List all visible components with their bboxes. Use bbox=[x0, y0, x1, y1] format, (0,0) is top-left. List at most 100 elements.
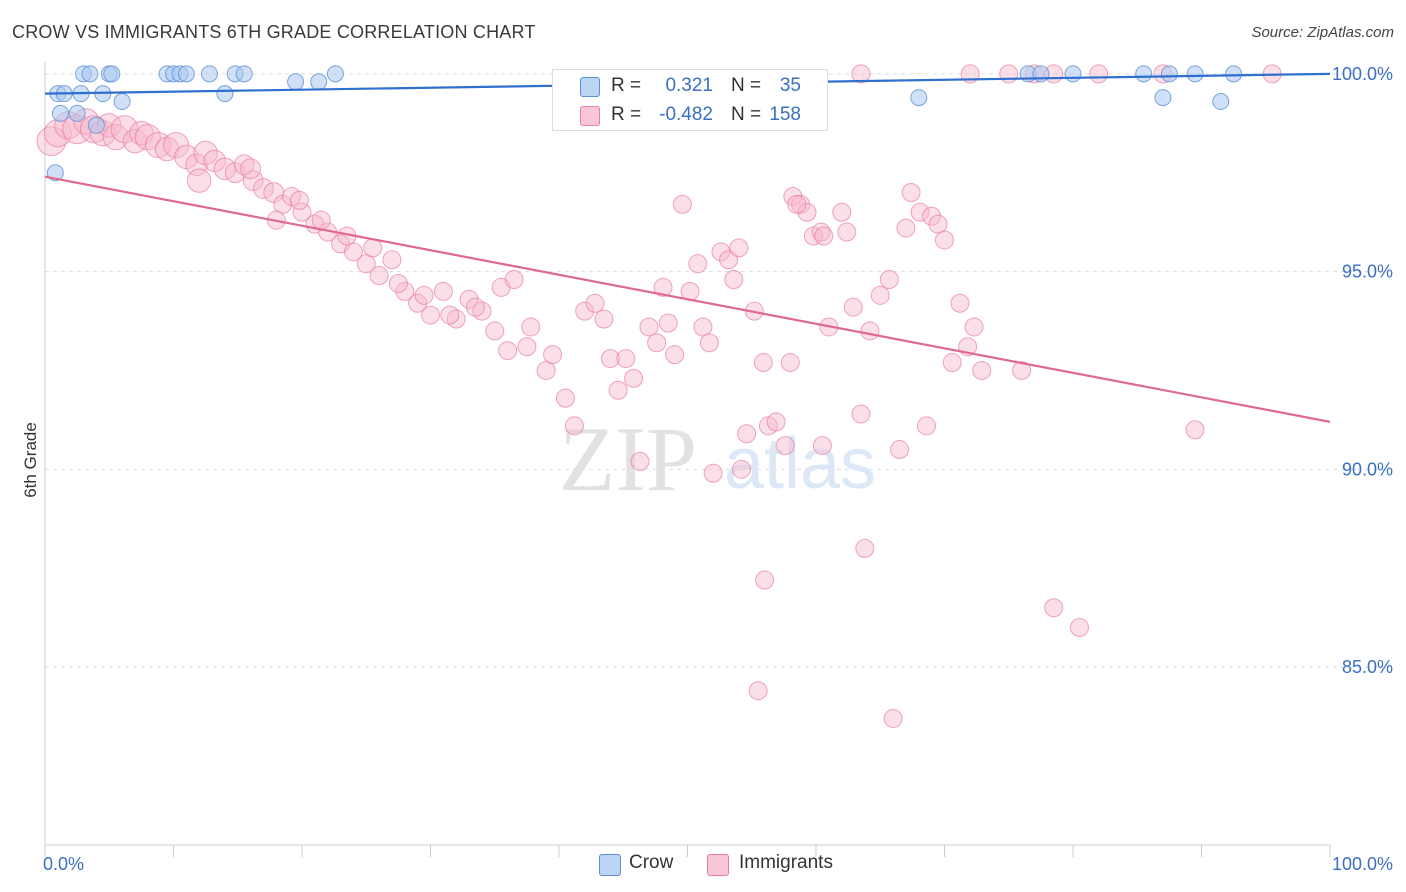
immigrants-n-value: 158 bbox=[769, 104, 801, 125]
immigrants-point bbox=[639, 317, 659, 337]
crow-point bbox=[216, 85, 234, 103]
immigrants-legend-label: Immigrants bbox=[739, 852, 833, 873]
immigrants-point bbox=[1069, 618, 1089, 637]
crow-point bbox=[910, 89, 928, 107]
immigrants-point bbox=[711, 242, 731, 262]
immigrants-point bbox=[910, 202, 930, 222]
immigrants-point bbox=[608, 380, 628, 400]
immigrants-n-label: N = bbox=[731, 104, 762, 125]
immigrants-point bbox=[485, 321, 505, 341]
immigrants-point bbox=[1089, 64, 1109, 84]
immigrants-point bbox=[1044, 598, 1064, 618]
crow-point bbox=[235, 65, 253, 83]
crow-point bbox=[51, 104, 69, 122]
crow-point bbox=[1154, 89, 1172, 107]
crow-point bbox=[46, 164, 64, 182]
crow-point bbox=[200, 65, 218, 83]
immigrants-r-label: R = bbox=[611, 104, 642, 125]
immigrants-point bbox=[855, 538, 875, 558]
immigrants-point bbox=[896, 218, 916, 238]
immigrants-point bbox=[102, 124, 129, 151]
legend-row-crow: R = 0.321 N = 35 bbox=[553, 72, 827, 100]
crow-point bbox=[68, 104, 86, 122]
immigrants-point bbox=[797, 202, 817, 222]
immigrants-point bbox=[688, 254, 708, 274]
crow-point bbox=[326, 65, 344, 83]
immigrants-point bbox=[653, 277, 673, 297]
x-tick-label-end: 100.0% bbox=[1332, 854, 1393, 874]
y-tick-label: 90.0% bbox=[1342, 459, 1393, 479]
immigrants-point bbox=[658, 313, 678, 333]
immigrants-point bbox=[870, 285, 890, 305]
y-tick-label: 85.0% bbox=[1342, 657, 1393, 677]
immigrants-point bbox=[748, 681, 768, 701]
watermark-zip: ZIP bbox=[559, 408, 697, 510]
immigrants-point bbox=[901, 183, 921, 202]
immigrants-point bbox=[594, 309, 614, 329]
immigrants-point bbox=[369, 266, 389, 286]
crow-legend-icon bbox=[599, 854, 621, 876]
crow-legend-label: Crow bbox=[629, 852, 674, 873]
immigrants-point bbox=[564, 416, 584, 436]
correlation-legend: R = 0.321 N = 35 R = -0.482 N = 158 bbox=[552, 69, 828, 131]
immigrants-point bbox=[363, 238, 383, 258]
immigrants-point bbox=[433, 281, 453, 301]
immigrants-point bbox=[755, 570, 775, 590]
immigrants-point bbox=[851, 64, 871, 84]
immigrants-point bbox=[693, 317, 713, 337]
crow-swatch-icon bbox=[580, 77, 600, 97]
crow-r-label: R = bbox=[611, 75, 642, 96]
crow-point bbox=[1135, 65, 1153, 83]
crow-point bbox=[1160, 65, 1178, 83]
immigrants-point bbox=[504, 270, 524, 289]
source-label: Source: ZipAtlas.com bbox=[1251, 24, 1394, 41]
immigrants-point bbox=[928, 214, 948, 234]
immigrants-points bbox=[36, 64, 1282, 728]
immigrants-point bbox=[729, 238, 749, 258]
immigrants-point bbox=[233, 154, 255, 176]
crow-point bbox=[1225, 65, 1243, 83]
immigrants-point bbox=[950, 293, 970, 313]
crow-point bbox=[103, 65, 121, 83]
immigrants-point bbox=[388, 273, 408, 293]
immigrants-point bbox=[766, 412, 786, 432]
immigrants-point bbox=[311, 210, 331, 230]
immigrants-point bbox=[122, 128, 148, 154]
y-axis-label: 6th Grade bbox=[21, 422, 40, 498]
immigrants-point bbox=[922, 206, 942, 226]
immigrants-point bbox=[703, 463, 723, 483]
immigrants-point bbox=[630, 451, 650, 471]
immigrants-point bbox=[737, 424, 757, 444]
immigrants-point bbox=[575, 301, 595, 321]
immigrants-point bbox=[459, 289, 479, 309]
immigrants-point bbox=[536, 360, 556, 380]
immigrants-point bbox=[154, 136, 180, 162]
immigrants-point bbox=[585, 293, 605, 313]
crow-point bbox=[177, 65, 195, 83]
immigrants-point bbox=[1012, 360, 1032, 380]
immigrants-point bbox=[292, 202, 312, 222]
crow-point bbox=[1186, 65, 1204, 83]
immigrants-point bbox=[408, 293, 428, 313]
immigrants-point bbox=[672, 194, 692, 214]
legend-row-immigrants: R = -0.482 N = 158 bbox=[553, 101, 827, 129]
immigrants-point bbox=[724, 270, 744, 289]
immigrants-point bbox=[851, 404, 871, 424]
immigrants-point bbox=[647, 333, 667, 353]
immigrants-point bbox=[382, 250, 402, 270]
immigrants-point bbox=[942, 353, 962, 373]
crow-point bbox=[1212, 93, 1230, 111]
immigrants-point bbox=[837, 222, 857, 242]
axes bbox=[44, 62, 1331, 857]
crow-n-value: 35 bbox=[779, 75, 801, 96]
immigrants-point bbox=[144, 131, 172, 159]
immigrants-point bbox=[812, 436, 832, 456]
immigrants-trend-line bbox=[44, 175, 1331, 423]
immigrants-point bbox=[665, 345, 685, 365]
immigrants-point bbox=[780, 353, 800, 373]
immigrants-point bbox=[600, 349, 620, 369]
immigrants-point bbox=[187, 168, 212, 193]
immigrants-point bbox=[543, 345, 563, 365]
immigrants-point bbox=[193, 140, 218, 166]
